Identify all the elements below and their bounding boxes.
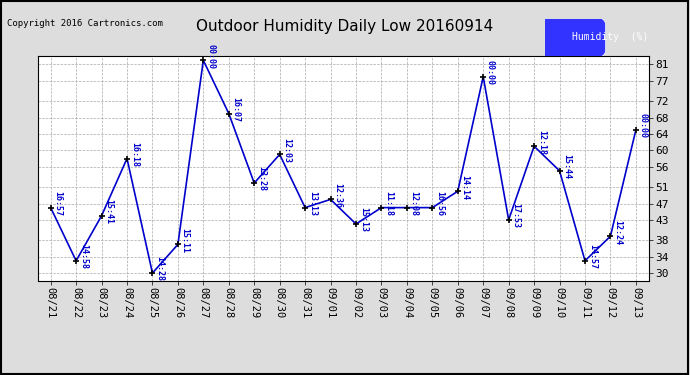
Text: 14:58: 14:58 — [79, 244, 88, 269]
Text: 12:08: 12:08 — [410, 191, 419, 216]
Text: 16:18: 16:18 — [130, 142, 139, 167]
Text: 15:44: 15:44 — [562, 154, 571, 179]
FancyBboxPatch shape — [509, 13, 606, 62]
Text: 12:24: 12:24 — [613, 220, 622, 245]
Text: 11:18: 11:18 — [384, 191, 393, 216]
Text: 00:00: 00:00 — [639, 113, 648, 138]
Text: 14:57: 14:57 — [588, 244, 597, 269]
Text: 00:00: 00:00 — [486, 60, 495, 85]
Text: Humidity  (%): Humidity (%) — [572, 33, 649, 42]
Text: 13:13: 13:13 — [308, 191, 317, 216]
Text: 13:28: 13:28 — [257, 166, 266, 191]
Text: 17:53: 17:53 — [511, 203, 520, 228]
Text: 16:07: 16:07 — [232, 97, 241, 122]
Text: 00:00: 00:00 — [206, 44, 215, 69]
Text: 15:11: 15:11 — [181, 228, 190, 253]
Text: Outdoor Humidity Daily Low 20160914: Outdoor Humidity Daily Low 20160914 — [197, 19, 493, 34]
Text: 15:41: 15:41 — [104, 199, 113, 224]
Text: 12:18: 12:18 — [537, 130, 546, 154]
Text: 14:28: 14:28 — [155, 256, 164, 281]
Text: 15:13: 15:13 — [359, 207, 368, 232]
Text: 14:14: 14:14 — [460, 175, 470, 200]
Text: Copyright 2016 Cartronics.com: Copyright 2016 Cartronics.com — [7, 19, 163, 28]
Text: 16:57: 16:57 — [53, 191, 63, 216]
Text: 16:56: 16:56 — [435, 191, 444, 216]
Text: 12:36: 12:36 — [333, 183, 342, 208]
Text: 12:03: 12:03 — [282, 138, 291, 163]
